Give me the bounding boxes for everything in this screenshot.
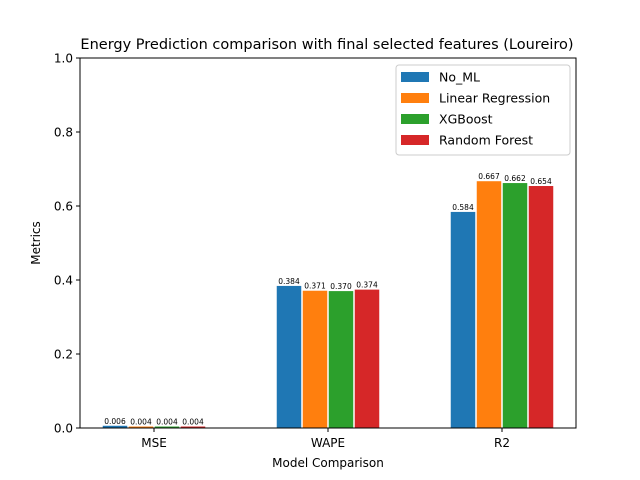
y-tick-label: 0.6 (54, 200, 73, 214)
bar (328, 291, 354, 428)
bar-value-label: 0.384 (278, 277, 300, 286)
x-tick-label: R2 (494, 436, 510, 450)
chart-title: Energy Prediction comparison with final … (80, 37, 573, 53)
bar-value-label: 0.654 (530, 177, 552, 186)
bar (128, 426, 154, 428)
x-tick-label: WAPE (311, 436, 345, 450)
y-tick-label: 0.8 (54, 126, 73, 140)
bar-value-label: 0.374 (356, 281, 378, 290)
legend-label: Linear Regression (439, 91, 550, 106)
legend-swatch (401, 135, 429, 145)
legend-label: Random Forest (439, 133, 533, 148)
x-tick-label: MSE (141, 436, 167, 450)
bar (528, 186, 554, 428)
bar-value-label: 0.004 (182, 418, 204, 427)
legend-swatch (401, 93, 429, 103)
bar-value-label: 0.667 (478, 172, 500, 181)
bar (302, 290, 328, 428)
bar (102, 425, 128, 428)
y-axis-label: Metrics (29, 221, 43, 265)
legend-label: No_ML (439, 70, 480, 85)
bar (354, 289, 380, 428)
bar-value-label: 0.004 (156, 418, 178, 427)
y-tick-label: 0.0 (54, 422, 73, 436)
bar (180, 426, 206, 428)
bar (154, 426, 180, 428)
legend-label: XGBoost (439, 112, 493, 127)
bar (450, 211, 476, 428)
legend-box (395, 64, 571, 156)
x-axis-label: Model Comparison (272, 456, 384, 470)
legend-swatch (401, 114, 429, 124)
legend: No_ML Linear Regression XGBoost Random Fore… (395, 64, 571, 156)
bar-value-label: 0.370 (330, 282, 352, 291)
bar-value-label: 0.662 (504, 174, 526, 183)
bar-value-label: 0.006 (104, 417, 126, 426)
y-tick-label: 0.2 (54, 348, 73, 362)
bar-value-label: 0.004 (130, 418, 152, 427)
y-tick-label: 1.0 (54, 52, 73, 66)
legend-swatch (401, 72, 429, 82)
bar-value-label: 0.584 (452, 203, 474, 212)
bar-value-label: 0.371 (304, 282, 326, 291)
bar (502, 183, 528, 428)
y-tick-label: 0.4 (54, 274, 73, 288)
bar (476, 181, 502, 428)
bar (276, 285, 302, 428)
